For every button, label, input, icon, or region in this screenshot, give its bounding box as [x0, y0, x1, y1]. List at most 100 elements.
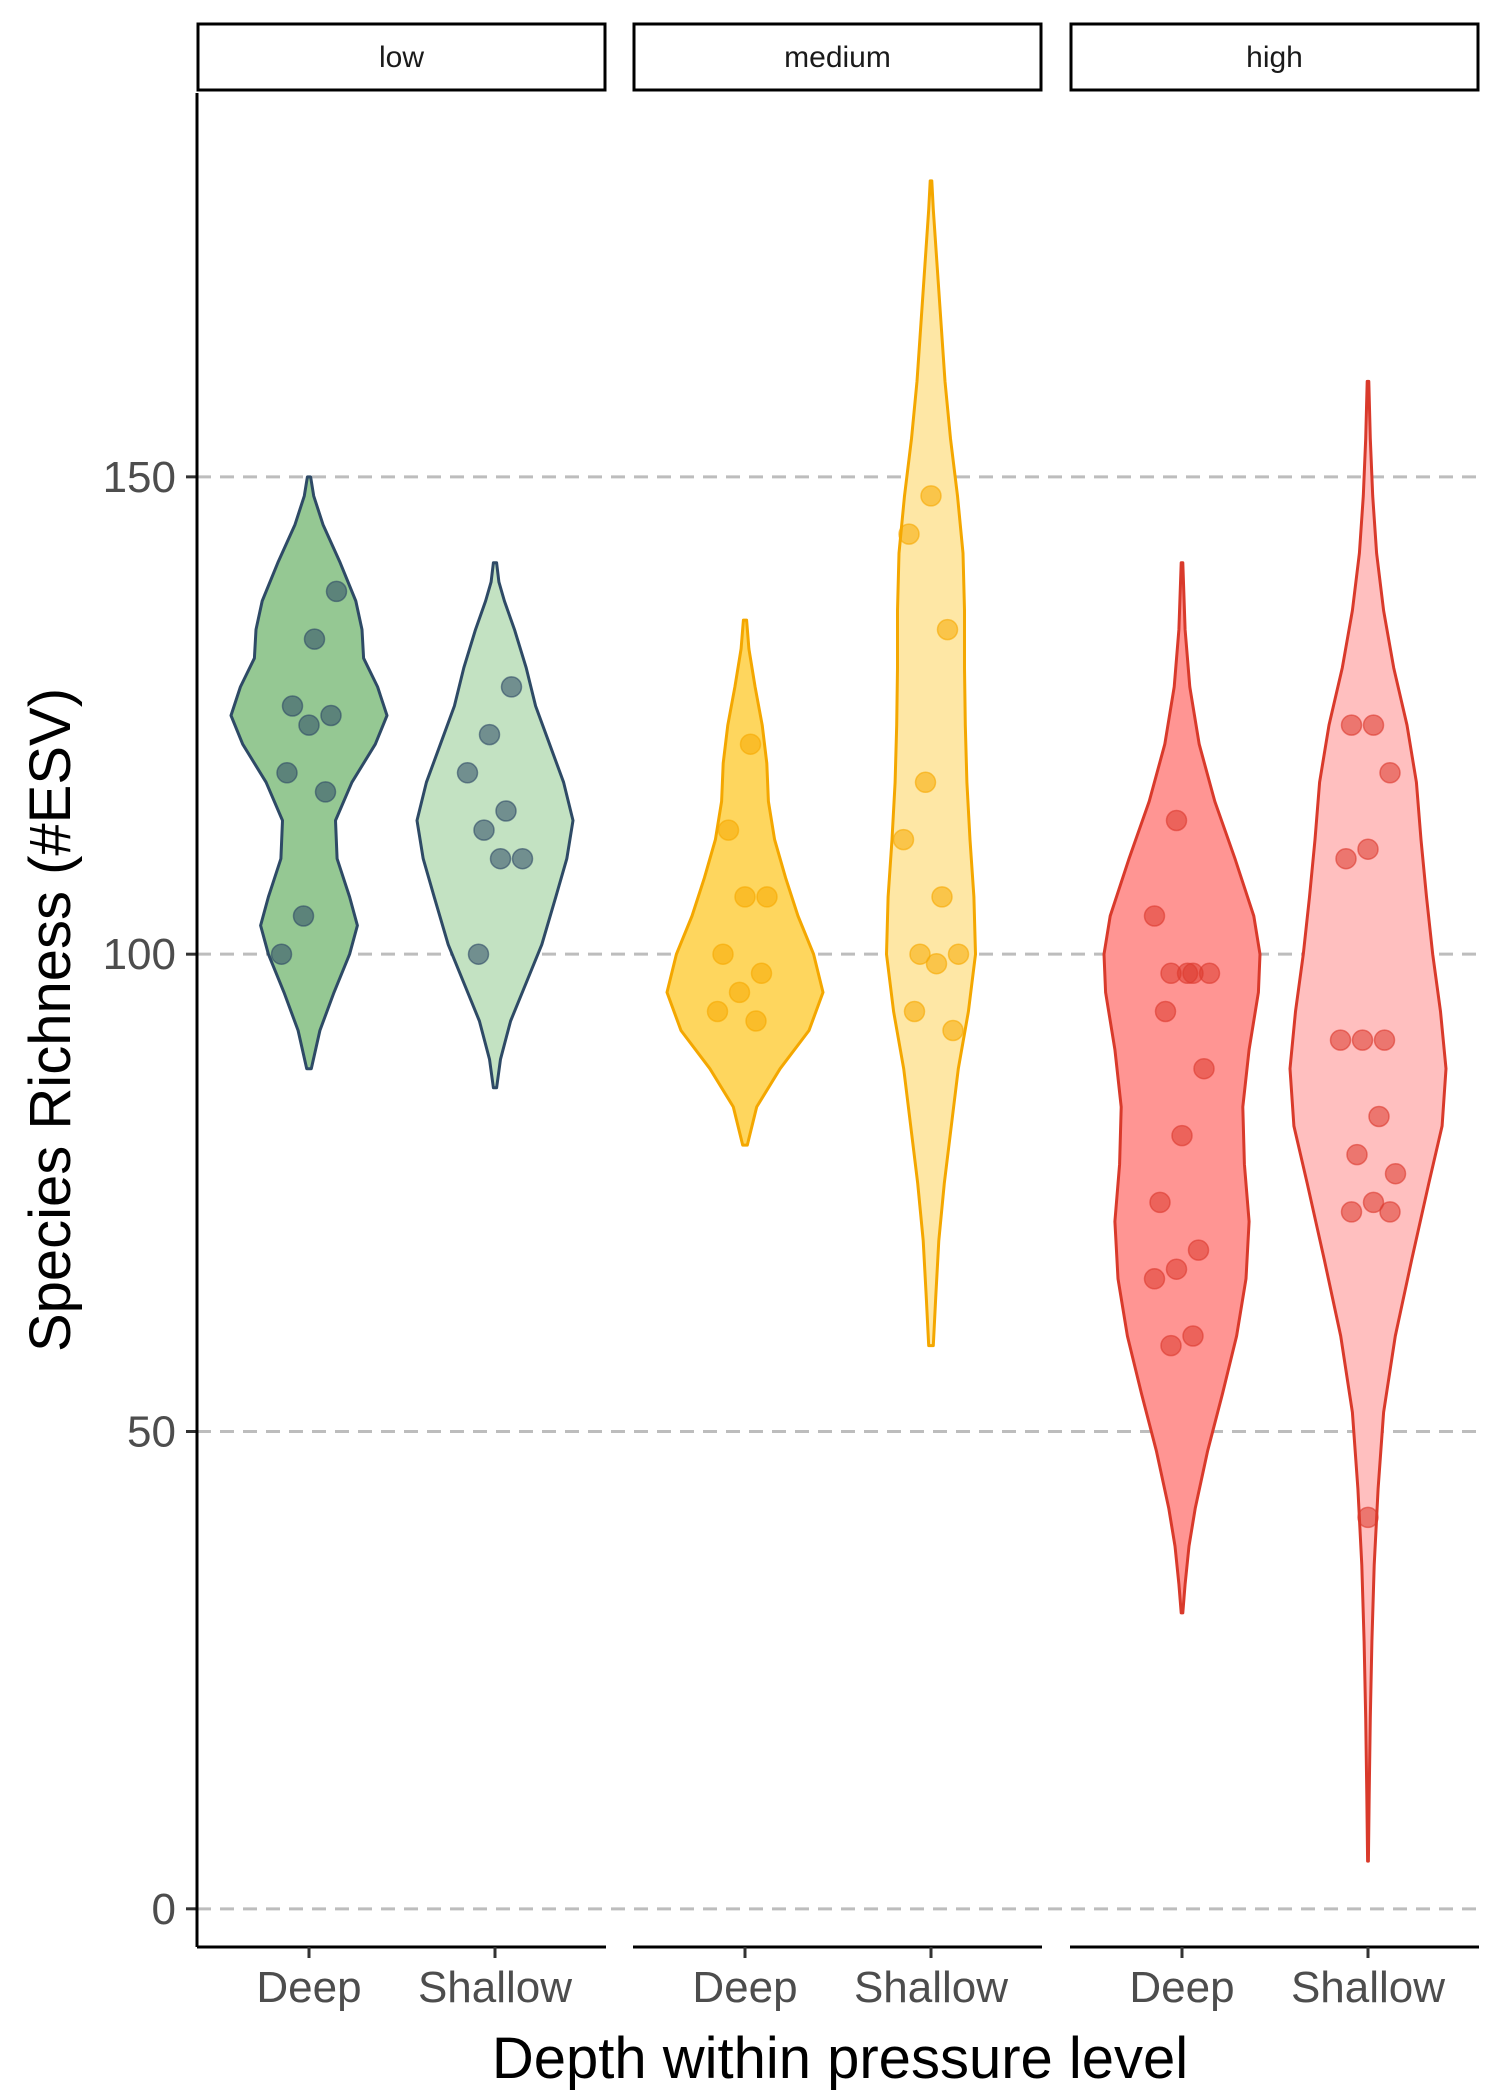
- data-point: [1379, 1201, 1401, 1223]
- panels: low medium high: [196, 22, 1480, 1863]
- x-tick-label-low-shallow: Shallow: [418, 1963, 572, 2012]
- strip-label-medium: medium: [784, 41, 891, 74]
- data-point: [1379, 762, 1401, 784]
- violin-group-medium-shallow: [885, 179, 977, 1348]
- data-point: [756, 886, 778, 908]
- data-point: [1171, 1124, 1193, 1147]
- data-point: [281, 695, 304, 717]
- violin-medium-shallow: [885, 179, 977, 1348]
- x-tick-label-medium-shallow: Shallow: [854, 1963, 1008, 2012]
- strip-label-high: high: [1246, 41, 1303, 74]
- strip-low: [196, 22, 607, 92]
- data-point: [892, 828, 915, 851]
- data-point: [478, 723, 501, 746]
- data-point: [1160, 1334, 1182, 1357]
- strip-medium: [632, 22, 1043, 92]
- data-point: [903, 1000, 926, 1023]
- data-point: [1329, 1029, 1352, 1051]
- panel-high: high: [1069, 22, 1480, 1863]
- strip-high: [1069, 22, 1480, 92]
- panel-medium: medium: [632, 22, 1043, 1348]
- data-point: [706, 1000, 729, 1023]
- y-tick-label-150: 150: [103, 453, 176, 502]
- data-point: [473, 819, 495, 841]
- violin-high-shallow: [1288, 379, 1448, 1863]
- y-tick-label-100: 100: [103, 930, 176, 979]
- data-point: [1340, 714, 1363, 736]
- data-point: [314, 781, 337, 803]
- data-point: [489, 847, 512, 870]
- data-point: [1143, 905, 1166, 927]
- data-point: [292, 905, 315, 927]
- data-point: [1357, 838, 1379, 860]
- axes: 0 50 100 150 Deep Shallow Deep Shallow Deep Shall…: [103, 93, 1479, 2012]
- violin-group-low-deep: [229, 475, 389, 1071]
- violin-medium-deep: [665, 618, 825, 1147]
- violin-low-deep: [229, 475, 389, 1071]
- data-point: [270, 943, 293, 965]
- data-point: [1149, 1191, 1171, 1214]
- data-point: [750, 962, 773, 985]
- violin-group-medium-deep: [665, 618, 825, 1147]
- data-point: [1373, 1029, 1396, 1051]
- data-point: [728, 981, 751, 1004]
- data-point: [1182, 1325, 1204, 1347]
- data-point: [456, 762, 479, 784]
- strip-label-low: low: [379, 41, 424, 74]
- data-point: [931, 886, 953, 908]
- violin-group-high-deep: [1102, 561, 1262, 1615]
- data-point: [942, 1019, 964, 1042]
- violin-low-shallow: [415, 561, 575, 1090]
- data-point: [1362, 714, 1385, 736]
- data-point: [1182, 962, 1204, 985]
- data-point: [1165, 1258, 1188, 1280]
- data-point: [298, 714, 320, 736]
- data-point: [303, 628, 326, 650]
- data-point: [495, 800, 517, 822]
- panel-low: low: [196, 22, 607, 1090]
- data-point: [712, 943, 734, 965]
- x-tick-label-high-shallow: Shallow: [1291, 1963, 1445, 2012]
- data-point: [1340, 1201, 1363, 1223]
- data-point: [1160, 962, 1182, 985]
- y-axis-title: Species Richness (#ESV): [18, 688, 83, 1352]
- data-point: [1154, 1000, 1177, 1023]
- violin-high-deep: [1102, 561, 1262, 1615]
- data-point: [947, 943, 970, 965]
- data-point: [1384, 1162, 1407, 1185]
- data-point: [1362, 1191, 1385, 1214]
- data-point: [717, 819, 740, 841]
- violin-group-high-shallow: [1288, 379, 1448, 1863]
- data-point: [936, 618, 959, 641]
- data-point: [467, 943, 490, 965]
- data-point: [1193, 1057, 1215, 1080]
- y-tick-label-50: 50: [127, 1407, 176, 1456]
- x-tick-label-low-deep: Deep: [256, 1963, 361, 2012]
- data-point: [1351, 1029, 1374, 1051]
- data-point: [909, 943, 931, 965]
- data-point: [500, 676, 523, 698]
- data-point: [745, 1010, 767, 1032]
- violin-group-low-shallow: [415, 561, 575, 1090]
- data-point: [1335, 847, 1357, 870]
- data-point: [739, 733, 762, 755]
- data-point: [276, 762, 298, 784]
- data-point: [1357, 1506, 1379, 1529]
- data-point: [1165, 809, 1188, 832]
- data-point: [914, 771, 937, 794]
- data-point: [898, 523, 920, 545]
- data-point: [920, 485, 942, 507]
- x-tick-label-high-deep: Deep: [1129, 1963, 1234, 2012]
- x-axis-title: Depth within pressure level: [492, 2026, 1188, 2091]
- data-point: [511, 847, 534, 870]
- data-point: [1346, 1143, 1368, 1166]
- x-tick-label-medium-deep: Deep: [692, 1963, 797, 2012]
- data-point: [320, 704, 342, 727]
- data-point: [1143, 1268, 1166, 1290]
- gridlines: [197, 475, 1479, 1911]
- y-tick-label-0: 0: [152, 1885, 176, 1934]
- data-point: [1368, 1105, 1390, 1128]
- data-point: [734, 886, 756, 908]
- data-point: [925, 952, 948, 975]
